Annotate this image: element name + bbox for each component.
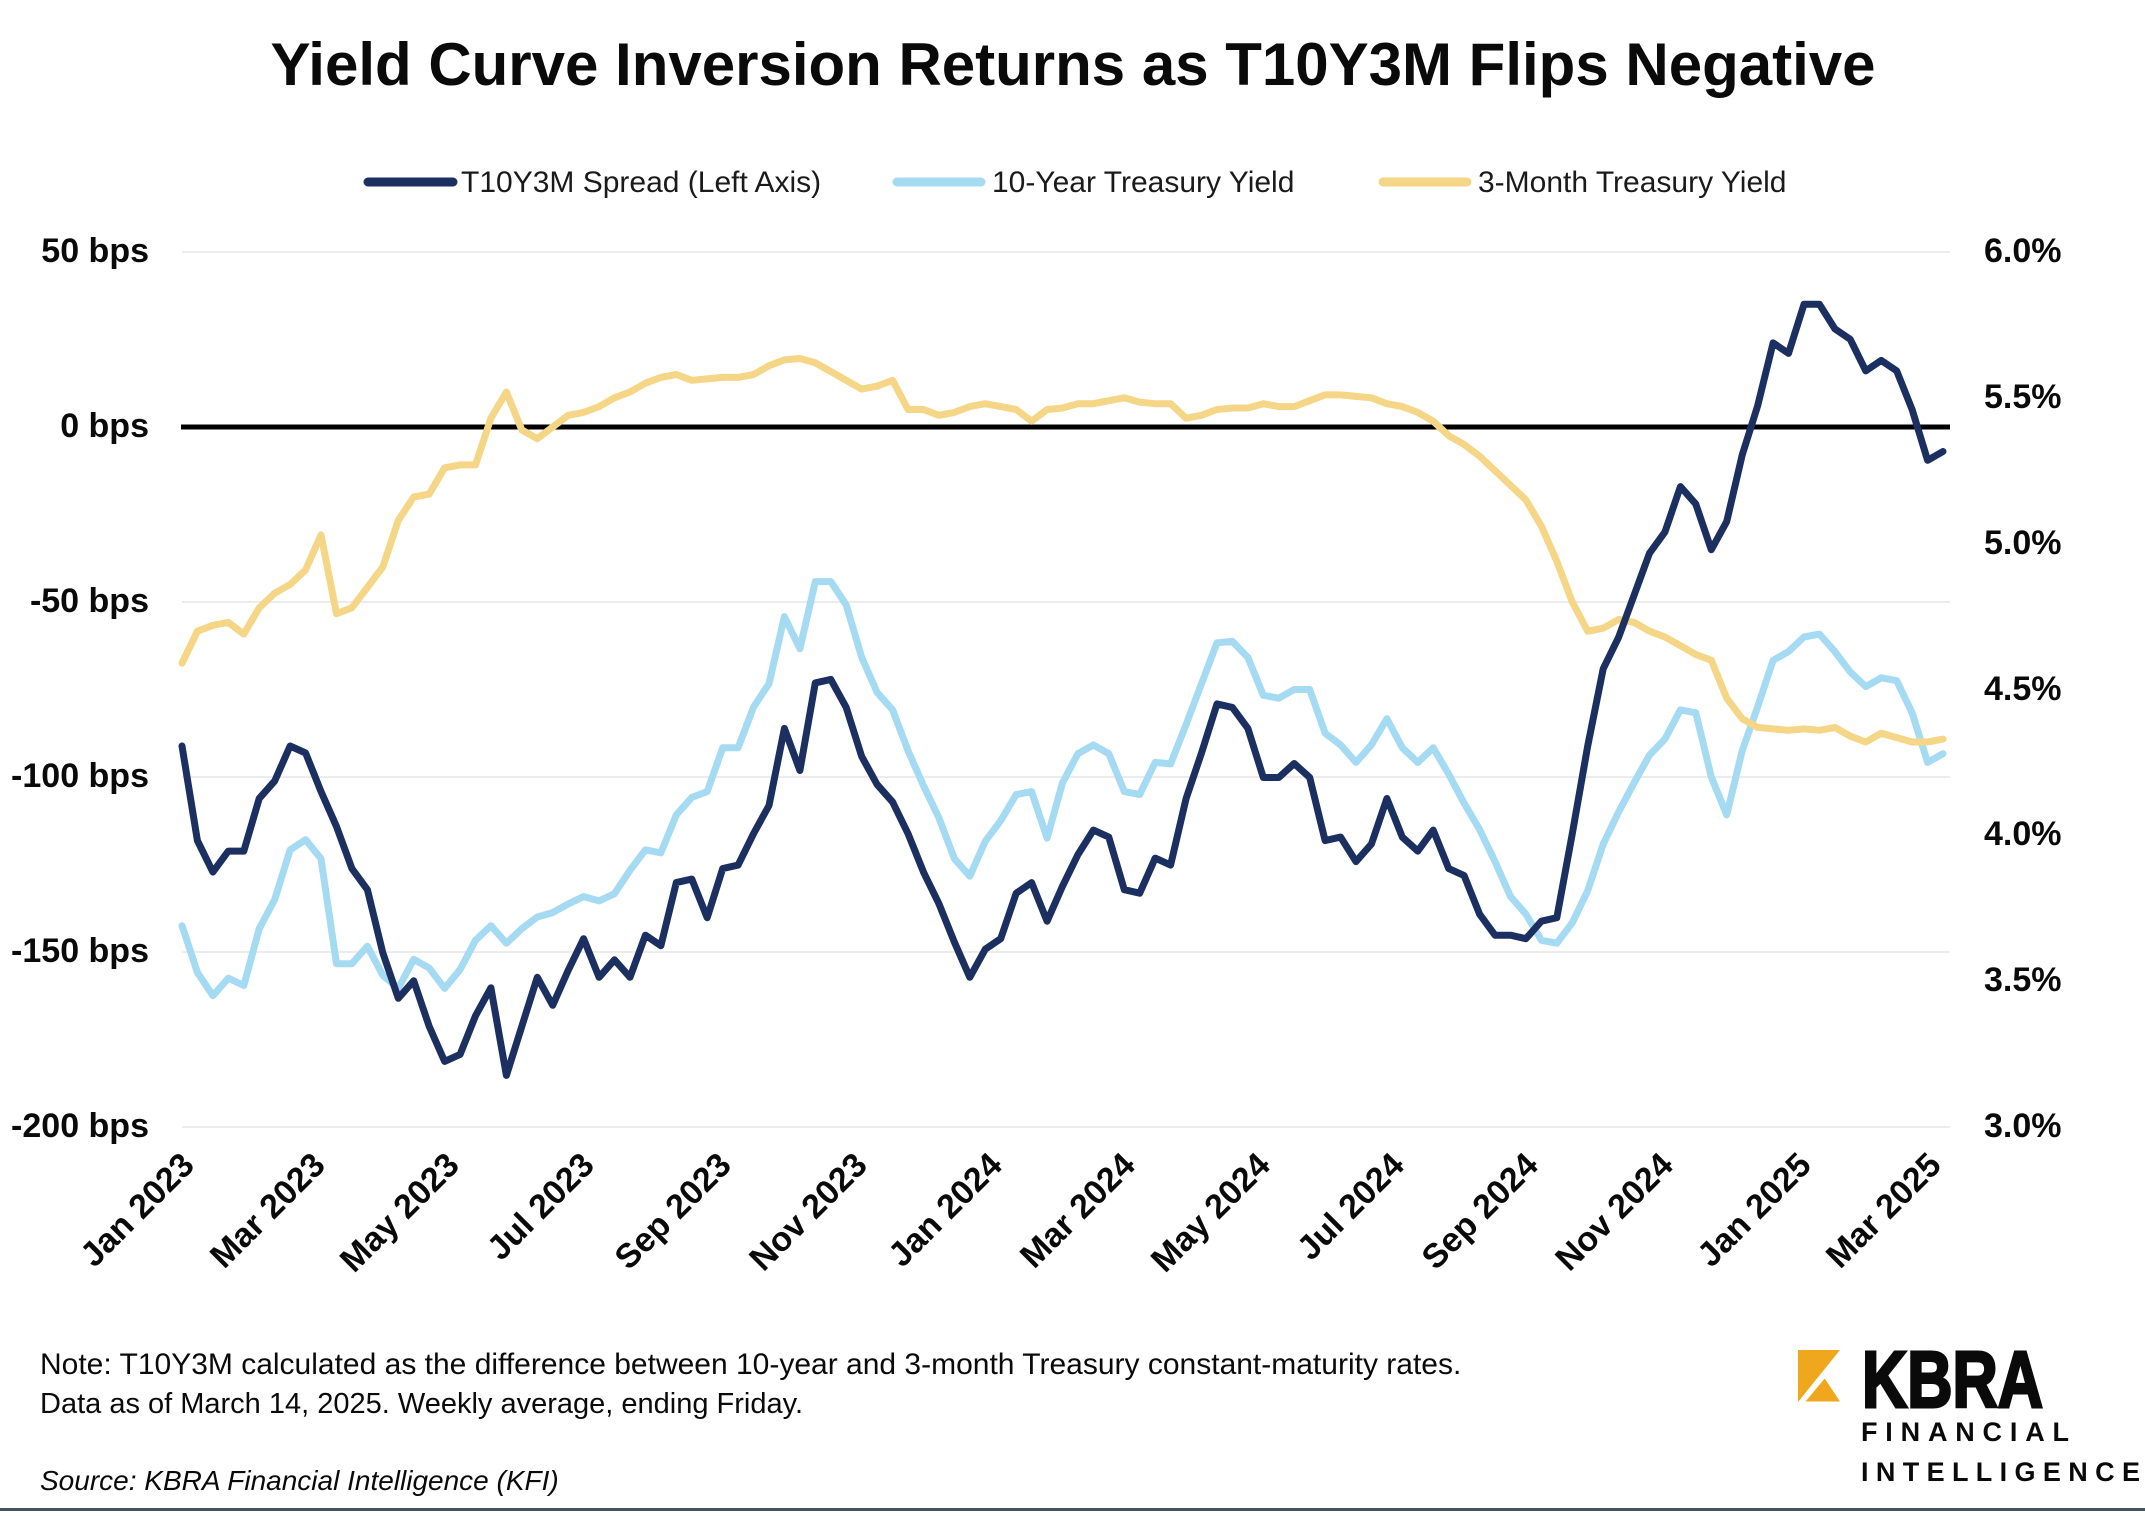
svg-text:4.5%: 4.5% xyxy=(1984,670,2062,708)
svg-text:3.5%: 3.5% xyxy=(1984,961,2062,999)
svg-text:Source: KBRA Financial Intelli: Source: KBRA Financial Intelligence (KFI… xyxy=(40,1465,559,1496)
svg-text:-100 bps: -100 bps xyxy=(11,757,149,795)
svg-text:Data as of March 14, 2025. Wee: Data as of March 14, 2025. Weekly averag… xyxy=(40,1388,803,1420)
svg-text:10-Year Treasury Yield: 10-Year Treasury Yield xyxy=(992,166,1294,199)
svg-text:50 bps: 50 bps xyxy=(41,232,149,270)
svg-text:Yield Curve Inversion Returns: Yield Curve Inversion Returns as T10Y3M … xyxy=(271,31,1876,98)
svg-text:0 bps: 0 bps xyxy=(60,407,149,445)
svg-text:T10Y3M Spread (Left Axis): T10Y3M Spread (Left Axis) xyxy=(461,166,821,199)
svg-text:Note: T10Y3M calculated as the: Note: T10Y3M calculated as the differenc… xyxy=(40,1348,1461,1381)
svg-text:5.0%: 5.0% xyxy=(1984,524,2062,562)
svg-text:5.5%: 5.5% xyxy=(1984,378,2062,416)
svg-text:INTELLIGENCE: INTELLIGENCE xyxy=(1861,1457,2140,1487)
svg-text:-150 bps: -150 bps xyxy=(11,932,149,970)
svg-text:4.0%: 4.0% xyxy=(1984,815,2062,853)
svg-text:6.0%: 6.0% xyxy=(1984,232,2062,270)
svg-text:FINANCIAL: FINANCIAL xyxy=(1861,1417,2069,1447)
svg-text:-50 bps: -50 bps xyxy=(30,582,149,620)
svg-text:3-Month Treasury Yield: 3-Month Treasury Yield xyxy=(1478,166,1786,199)
svg-text:3.0%: 3.0% xyxy=(1984,1107,2062,1145)
svg-text:KBRA: KBRA xyxy=(1862,1335,2043,1424)
svg-text:-200 bps: -200 bps xyxy=(11,1107,149,1145)
